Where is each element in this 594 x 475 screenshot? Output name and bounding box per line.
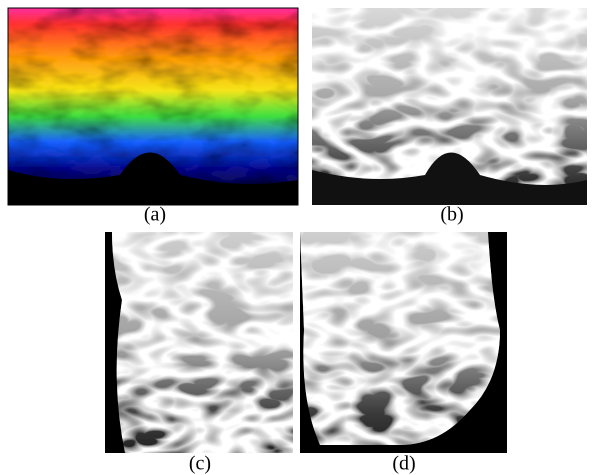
caption: (a) xyxy=(144,204,166,226)
caption: (c) xyxy=(189,453,211,475)
caption: (d) xyxy=(392,453,415,475)
caption: (b) xyxy=(440,204,463,226)
image-a xyxy=(8,8,298,205)
image-b xyxy=(312,8,587,205)
image-c xyxy=(105,232,293,453)
figure: (a) (b) (c) (d) xyxy=(0,0,594,475)
image-d xyxy=(300,232,507,453)
